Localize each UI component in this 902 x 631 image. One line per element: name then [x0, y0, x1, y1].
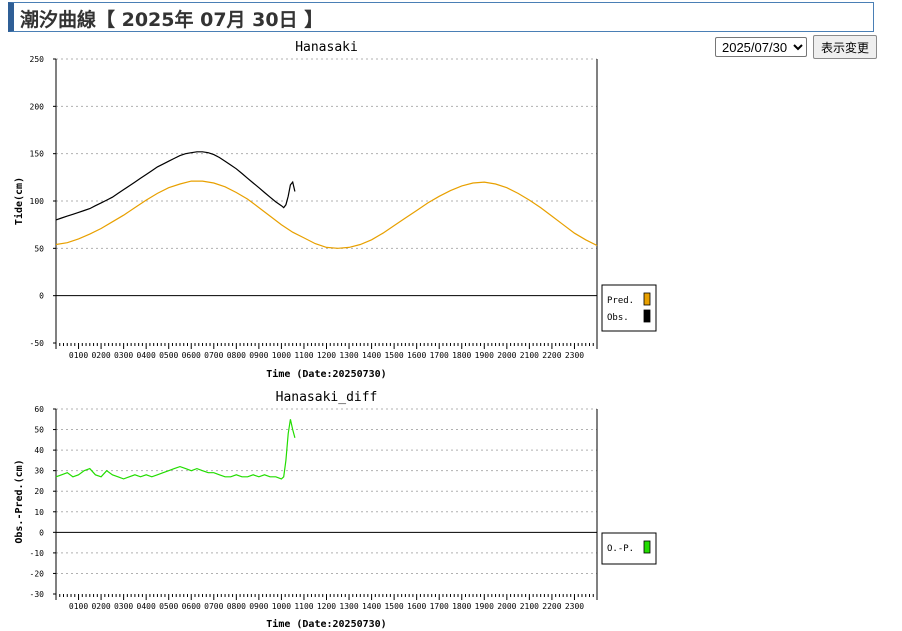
y-tick-label: 50 — [34, 426, 44, 435]
legend-swatch — [643, 540, 651, 554]
series-line-pred — [55, 180, 598, 249]
x-tick-label: 0400 — [137, 602, 156, 611]
x-tick-label: 1900 — [475, 602, 494, 611]
x-tick-label: 1400 — [362, 351, 381, 360]
x-tick-label: 0100 — [69, 351, 88, 360]
x-tick-label: 1600 — [407, 602, 426, 611]
x-tick-label: 0600 — [182, 602, 201, 611]
x-tick-label: 0200 — [91, 351, 110, 360]
x-tick-label: 1600 — [407, 351, 426, 360]
x-tick-label: 1800 — [452, 602, 471, 611]
legend-label: Obs. — [607, 313, 629, 323]
x-tick-label: 2300 — [565, 351, 584, 360]
legend-label: O.-P. — [607, 544, 634, 554]
y-tick-label: 250 — [30, 55, 45, 64]
display-change-button[interactable]: 表示変更 — [812, 35, 877, 59]
y-tick-label: 0 — [39, 528, 44, 537]
legend-swatch — [643, 309, 651, 323]
date-controls: 2025/07/30 表示変更 — [714, 35, 877, 59]
y-tick-label: 60 — [34, 405, 44, 414]
x-tick-label: 1300 — [339, 602, 358, 611]
x-tick-label: 1000 — [272, 602, 291, 611]
series-line-op — [55, 419, 296, 480]
y-tick-label: 30 — [34, 467, 44, 476]
x-tick-label: 0300 — [114, 602, 133, 611]
x-tick-label: 1100 — [294, 602, 313, 611]
x-axis-label: Time (Date:20250730) — [266, 618, 386, 630]
x-tick-label: 0300 — [114, 351, 133, 360]
chart-title: Hanasaki — [295, 40, 358, 55]
x-tick-label: 0500 — [159, 351, 178, 360]
series-line-obs — [55, 151, 296, 221]
x-tick-label: 2200 — [542, 602, 561, 611]
x-tick-label: 1000 — [272, 351, 291, 360]
y-tick-label: 200 — [30, 102, 45, 111]
y-tick-label: 50 — [34, 244, 44, 253]
page-header: 潮汐曲線【 2025年 07月 30日 】 — [8, 2, 874, 32]
x-tick-label: 2000 — [497, 602, 516, 611]
x-axis-label: Time (Date:20250730) — [266, 368, 386, 380]
x-tick-label: 1200 — [317, 351, 336, 360]
x-tick-label: 1300 — [339, 351, 358, 360]
y-axis-label: Tide(cm) — [13, 177, 25, 225]
x-tick-label: 0900 — [249, 351, 268, 360]
x-tick-label: 0800 — [227, 351, 246, 360]
y-tick-label: 150 — [30, 150, 45, 159]
y-tick-label: 0 — [39, 292, 44, 301]
x-tick-label: 0400 — [137, 351, 156, 360]
x-tick-label: 0600 — [182, 351, 201, 360]
y-tick-label: -50 — [30, 339, 45, 348]
x-tick-label: 2000 — [497, 351, 516, 360]
x-tick-label: 1700 — [430, 351, 449, 360]
y-tick-label: 20 — [34, 487, 44, 496]
x-tick-label: 0800 — [227, 602, 246, 611]
date-select[interactable]: 2025/07/30 — [714, 37, 807, 57]
y-tick-label: -30 — [30, 590, 45, 599]
x-tick-label: 2100 — [520, 602, 539, 611]
y-tick-label: 100 — [30, 197, 45, 206]
x-tick-label: 1500 — [384, 351, 403, 360]
x-tick-label: 0700 — [204, 351, 223, 360]
x-tick-label: 0900 — [249, 602, 268, 611]
y-tick-label: 10 — [34, 508, 44, 517]
x-tick-label: 2200 — [542, 351, 561, 360]
x-tick-label: 2100 — [520, 351, 539, 360]
x-tick-label: 1800 — [452, 351, 471, 360]
x-tick-label: 1400 — [362, 602, 381, 611]
page-title: 潮汐曲線【 2025年 07月 30日 】 — [20, 9, 324, 31]
x-tick-label: 0200 — [91, 602, 110, 611]
x-tick-label: 1500 — [384, 602, 403, 611]
legend-swatch — [643, 292, 651, 306]
y-axis-label: Obs.-Pred.(cm) — [14, 459, 25, 543]
x-tick-label: 1900 — [475, 351, 494, 360]
legend-box — [601, 284, 657, 332]
y-tick-label: 40 — [34, 446, 44, 455]
x-tick-label: 1100 — [294, 351, 313, 360]
y-tick-label: -20 — [30, 569, 45, 578]
x-tick-label: 2300 — [565, 602, 584, 611]
x-tick-label: 0700 — [204, 602, 223, 611]
x-tick-label: 1200 — [317, 602, 336, 611]
chart-title: Hanasaki_diff — [276, 390, 378, 405]
x-tick-label: 0500 — [159, 602, 178, 611]
x-tick-label: 1700 — [430, 602, 449, 611]
x-tick-label: 0100 — [69, 602, 88, 611]
legend-label: Pred. — [607, 296, 634, 306]
y-tick-label: -10 — [30, 549, 45, 558]
